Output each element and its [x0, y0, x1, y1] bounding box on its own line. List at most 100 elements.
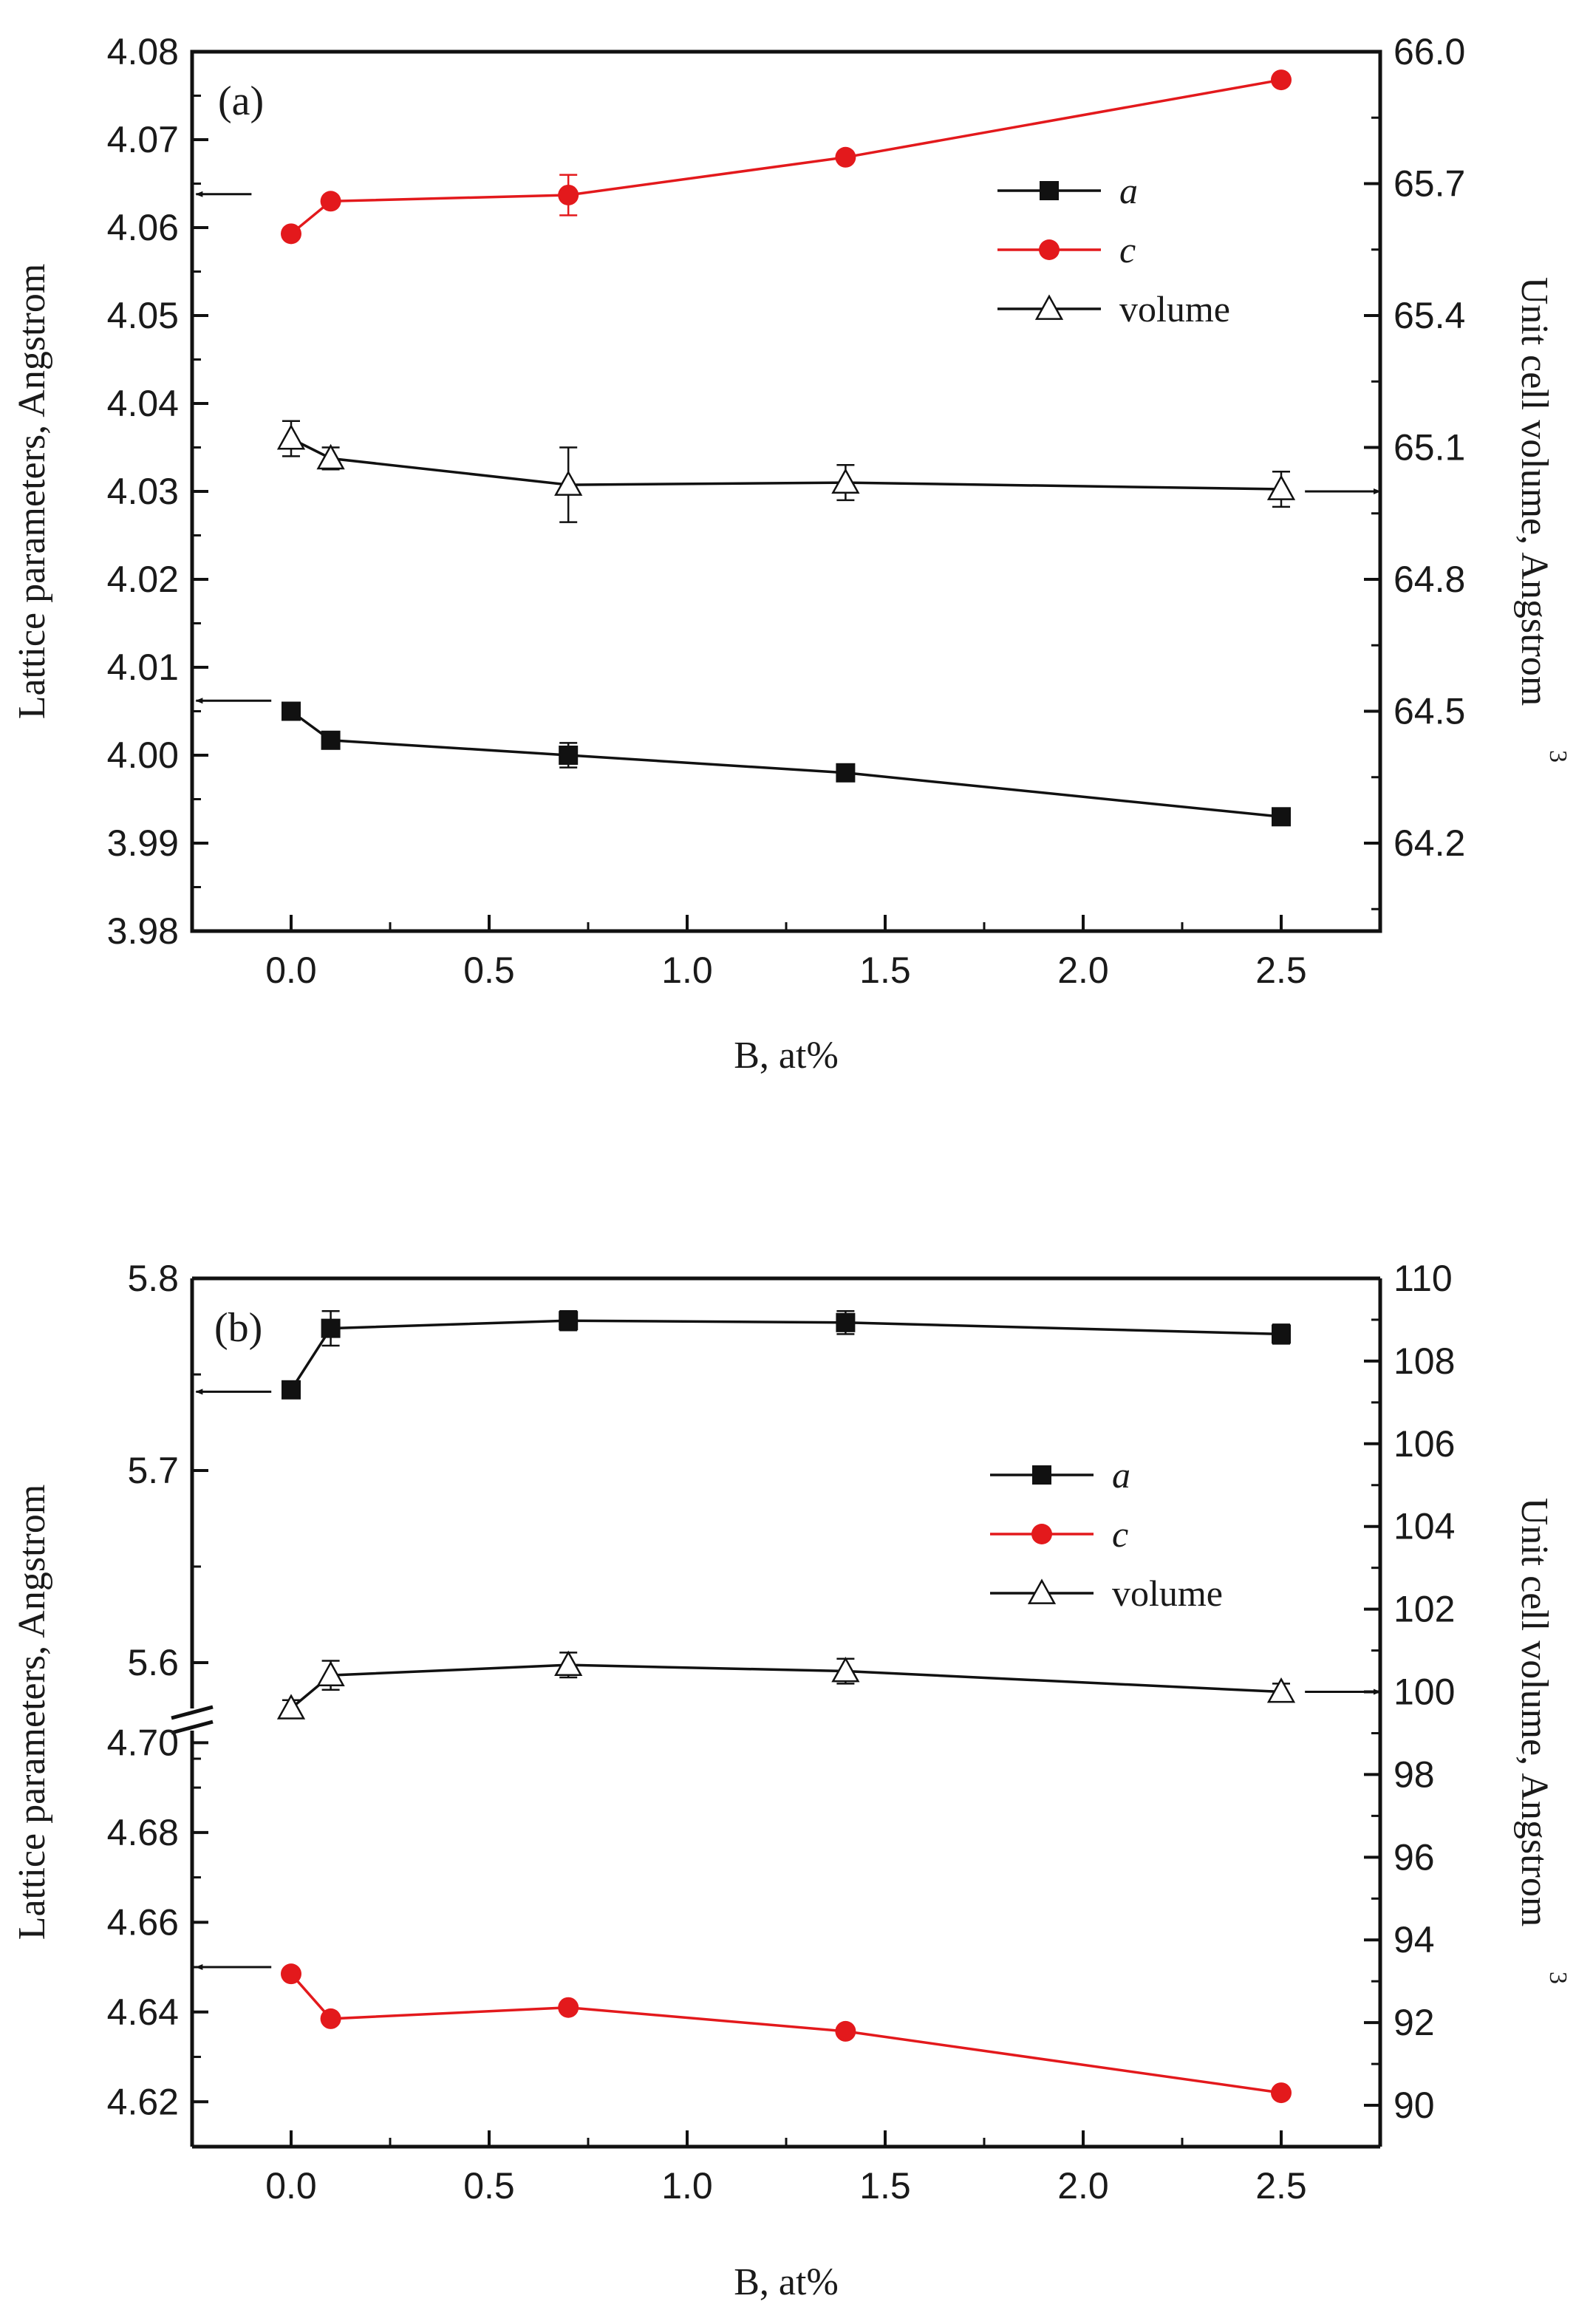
data-point-volume-a-4 — [1266, 474, 1296, 500]
x-tick-label-a: 2.0 — [1057, 950, 1109, 991]
y-right-tick-label-b: 104 — [1394, 1506, 1455, 1547]
y-left-tick-label-a: 4.01 — [107, 647, 179, 688]
legend-marker-c-a — [1039, 239, 1060, 260]
x-tick-label-b: 2.5 — [1255, 2165, 1307, 2207]
series-line-a-a — [290, 710, 1282, 819]
y-left-upper-tick-label-b: 5.7 — [127, 1450, 179, 1491]
data-point-volume-a-1 — [316, 443, 345, 470]
chart-panel-a: 0.0 0.5 1.0 1.5 2.0 2.5 3.98 3.99 4.00 4.01 4.02 4.… — [11, 31, 1572, 1077]
data-point-volume-b-4 — [1266, 1677, 1296, 1703]
panel-label-a: (a) — [218, 78, 264, 124]
y-right-tick-label-a: 65.7 — [1394, 163, 1465, 205]
y-right-tick-label-a: 64.2 — [1394, 822, 1465, 864]
y-right-tick-label-b: 108 — [1394, 1340, 1455, 1382]
y-left-lower-tick-label-b: 4.70 — [107, 1722, 179, 1763]
x-tick-label-a: 0.0 — [265, 950, 317, 991]
legend-label-volume-a: volume — [1119, 288, 1230, 330]
data-point-volume-b-2 — [554, 1650, 583, 1676]
y-right-tick-label-a: 64.5 — [1394, 691, 1465, 732]
data-point-c-a-1 — [320, 191, 341, 212]
y-left-tick-label-a: 3.99 — [107, 822, 179, 864]
y-left-tick-label-a: 4.08 — [107, 31, 179, 72]
data-point-c-a-3 — [835, 146, 856, 168]
data-point-c-b-1 — [320, 2008, 341, 2029]
data-point-a-a-0 — [282, 701, 301, 721]
legend-label-c-a: c — [1119, 229, 1136, 270]
y-right-tick-label-a: 66.0 — [1394, 31, 1465, 72]
series-line-a-b — [290, 1319, 1282, 1391]
y-left-tick-label-a: 4.05 — [107, 295, 179, 336]
x-axis-label-a: B, at% — [734, 1035, 839, 1077]
y-left-tick-label-a: 4.06 — [107, 207, 179, 248]
data-point-a-a-2 — [559, 746, 579, 765]
y-right-tick-label-b: 96 — [1394, 1836, 1435, 1878]
data-point-a-b-0 — [282, 1380, 301, 1400]
y-right-tick-label-a: 65.1 — [1394, 427, 1465, 468]
y-right-tick-label-b: 106 — [1394, 1423, 1455, 1465]
data-point-c-a-4 — [1271, 69, 1292, 91]
data-point-volume-b-3 — [831, 1656, 860, 1683]
x-tick-label-b: 2.0 — [1057, 2165, 1109, 2207]
series-volume-b — [276, 1650, 1296, 1720]
legend-label-a-a: a — [1119, 170, 1138, 211]
y-axis-label-right-sup-b: 3 — [1544, 1972, 1572, 1984]
data-point-volume-a-2 — [554, 470, 583, 496]
x-tick-label-a: 0.5 — [463, 950, 515, 991]
series-volume-a — [276, 420, 1296, 523]
x-tick-label-b: 0.0 — [265, 2165, 317, 2207]
y-left-lower-tick-label-b: 4.64 — [107, 1991, 179, 2033]
data-point-a-b-1 — [321, 1318, 341, 1338]
legend-label-a-b: a — [1112, 1454, 1130, 1496]
data-point-a-a-4 — [1272, 807, 1291, 827]
series-c-a — [281, 69, 1292, 245]
y-right-tick-label-b: 102 — [1394, 1589, 1455, 1630]
plot-frame-a — [190, 50, 1382, 933]
y-left-tick-label-a: 4.07 — [107, 119, 179, 160]
data-point-c-b-0 — [281, 1963, 301, 1985]
data-point-a-b-2 — [559, 1311, 579, 1331]
legend-marker-volume-b — [1027, 1578, 1057, 1604]
series-line-volume-b — [290, 1663, 1282, 1710]
y-axis-label-left-a: Lattice parameters, Angstrom — [11, 264, 53, 720]
y-left-lower-tick-label-b: 4.62 — [107, 2081, 179, 2122]
x-tick-label-a: 2.5 — [1255, 950, 1307, 991]
legend-label-volume-b: volume — [1112, 1572, 1223, 1614]
y-left-tick-label-a: 4.00 — [107, 735, 179, 776]
data-point-volume-b-0 — [276, 1694, 306, 1720]
y-right-tick-label-a: 65.4 — [1394, 295, 1465, 336]
y-right-tick-label-b: 94 — [1394, 1919, 1435, 1960]
legend-a: ac volume — [997, 170, 1230, 330]
y-left-lower-tick-label-b: 4.68 — [107, 1812, 179, 1853]
series-a-b — [282, 1309, 1291, 1400]
series-a-a — [282, 701, 1291, 827]
y-left-tick-label-a: 3.98 — [107, 910, 179, 952]
panel-label-b: (b) — [214, 1305, 262, 1351]
y-left-upper-tick-label-b: 5.6 — [127, 1642, 179, 1683]
legend-marker-volume-a — [1034, 294, 1064, 320]
data-point-c-b-3 — [835, 2020, 856, 2042]
y-left-lower-tick-label-b: 4.66 — [107, 1901, 179, 1943]
legend-label-c-b: c — [1112, 1513, 1128, 1555]
y-axis-label-right-a: Unit cell volume, Angstrom — [1513, 277, 1555, 706]
series-line-c-b — [290, 1973, 1282, 2094]
x-tick-label-b: 1.5 — [859, 2165, 911, 2207]
y-right-tick-label-b: 92 — [1394, 2002, 1435, 2043]
series-line-volume-a — [290, 437, 1282, 491]
x-tick-label-a: 1.5 — [859, 950, 911, 991]
data-point-a-b-4 — [1272, 1324, 1291, 1344]
data-point-c-b-2 — [558, 1997, 579, 2018]
axis-break-mark — [168, 1705, 216, 1735]
data-point-a-b-3 — [836, 1312, 856, 1332]
y-right-tick-label-b: 98 — [1394, 1754, 1435, 1795]
data-point-volume-a-3 — [831, 468, 860, 494]
x-tick-label-b: 0.5 — [463, 2165, 515, 2207]
x-tick-label-b: 1.0 — [661, 2165, 713, 2207]
data-point-a-a-1 — [321, 730, 341, 750]
data-point-volume-b-1 — [316, 1660, 345, 1686]
x-tick-label-a: 1.0 — [661, 950, 713, 991]
legend-b: ac volume — [990, 1454, 1223, 1614]
y-right-tick-label-b: 90 — [1394, 2085, 1435, 2126]
y-axis-label-right-b: Unit cell volume, Angstrom — [1513, 1498, 1555, 1927]
y-left-tick-label-a: 4.03 — [107, 471, 179, 512]
